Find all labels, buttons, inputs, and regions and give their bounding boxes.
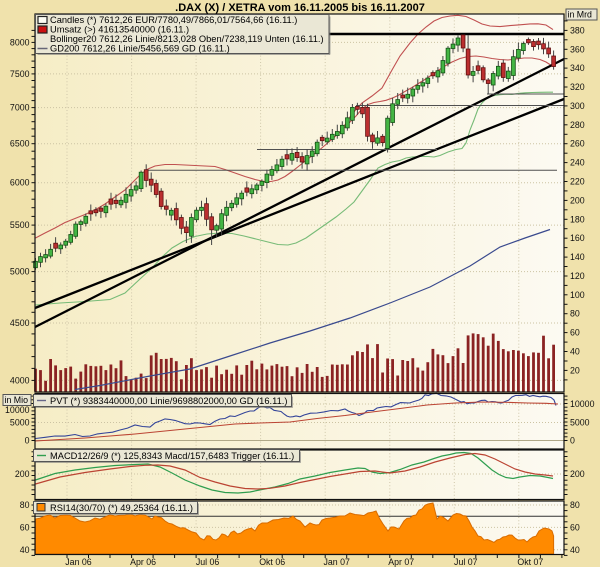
svg-text:340: 340 [570,63,585,73]
svg-text:240: 240 [570,158,585,168]
svg-text:PVT (*) 9383440000,00 Linie/96: PVT (*) 9383440000,00 Linie/9698802000,0… [50,396,287,406]
svg-text:200: 200 [570,469,585,479]
svg-text:220: 220 [570,176,585,186]
svg-text:260: 260 [570,139,585,149]
svg-text:40: 40 [570,545,580,555]
svg-text:Okt 07: Okt 07 [517,557,543,567]
svg-text:6500: 6500 [10,139,30,149]
svg-text:40: 40 [570,347,580,357]
svg-text:80: 80 [20,500,30,510]
svg-text:60: 60 [570,328,580,338]
svg-text:8000: 8000 [10,37,30,47]
svg-text:RSI14(30/70) (*) 49,25364 (16.: RSI14(30/70) (*) 49,25364 (16.11.) [50,503,193,513]
svg-text:Apr 06: Apr 06 [130,557,156,567]
svg-text:GD200 7612,26 Linie/5456,569 G: GD200 7612,26 Linie/5456,569 GD (16.11.) [50,44,230,54]
svg-text:180: 180 [570,214,585,224]
svg-text:7500: 7500 [10,69,30,79]
svg-text:Jan 06: Jan 06 [65,557,92,567]
svg-text:in Mio: in Mio [5,395,29,405]
svg-text:20: 20 [570,365,580,375]
svg-text:60: 60 [570,522,580,532]
svg-text:4000: 4000 [10,375,30,385]
svg-text:Jan 07: Jan 07 [323,557,350,567]
svg-text:Bollinger20 7612,26 Linie/8213: Bollinger20 7612,26 Linie/8213,028 Oben/… [50,34,324,44]
svg-text:10000: 10000 [570,399,595,409]
svg-text:0: 0 [570,436,575,446]
svg-text:Jul 06: Jul 06 [196,557,220,567]
svg-text:140: 140 [570,252,585,262]
svg-text:80: 80 [570,500,580,510]
svg-text:360: 360 [570,44,585,54]
svg-text:100: 100 [570,290,585,300]
svg-text:Apr 07: Apr 07 [388,557,414,567]
svg-text:5500: 5500 [10,220,30,230]
svg-text:.DAX (X) / XETRA vom 16.11.200: .DAX (X) / XETRA vom 16.11.2005 bis 16.1… [175,2,425,14]
svg-text:80: 80 [570,309,580,319]
svg-text:5000: 5000 [10,267,30,277]
svg-text:in Mrd: in Mrd [568,10,593,20]
svg-text:300: 300 [570,101,585,111]
svg-text:MACD12/26/9 (*) 125,8343 Macd/: MACD12/26/9 (*) 125,8343 Macd/157,6483 T… [50,451,294,461]
svg-text:5000: 5000 [10,418,30,428]
svg-text:Candles (*) 7612,26 EUR/7780,4: Candles (*) 7612,26 EUR/7780,49/7866,01/… [50,15,297,25]
svg-text:280: 280 [570,120,585,130]
svg-text:380: 380 [570,25,585,35]
svg-text:200: 200 [570,195,585,205]
svg-text:160: 160 [570,233,585,243]
svg-text:7000: 7000 [10,103,30,113]
svg-text:40: 40 [20,545,30,555]
svg-text:10000: 10000 [5,405,30,415]
svg-text:120: 120 [570,271,585,281]
svg-text:320: 320 [570,82,585,92]
svg-text:4500: 4500 [10,318,30,328]
svg-text:60: 60 [20,522,30,532]
svg-text:5000: 5000 [570,418,590,428]
svg-text:Jul 07: Jul 07 [454,557,478,567]
svg-text:Umsatz (>) 41613540000 (16.11.: Umsatz (>) 41613540000 (16.11.) [50,25,189,35]
svg-text:0: 0 [25,436,30,446]
svg-text:200: 200 [15,469,30,479]
svg-text:Okt 06: Okt 06 [259,557,285,567]
svg-text:6000: 6000 [10,178,30,188]
